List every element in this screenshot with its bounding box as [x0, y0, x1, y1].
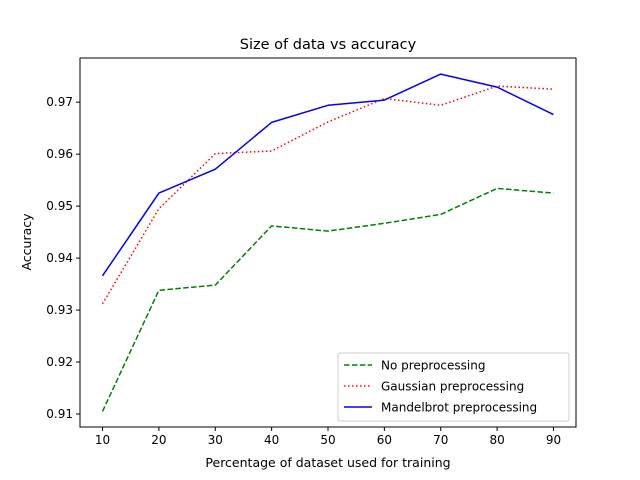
y-tick-label: 0.91: [46, 407, 73, 421]
x-tick-label: 30: [208, 433, 223, 447]
series-layer: [101, 73, 554, 412]
x-tick-label: 50: [320, 433, 335, 447]
x-tick-label: 40: [264, 433, 279, 447]
y-axis-label: Accuracy: [19, 213, 34, 271]
y-tick-label: 0.95: [46, 199, 73, 213]
series-line-gaussian-preprocessing: [101, 85, 554, 305]
ticks-layer: 10 20 30 40 50 60 70 80 90 0.91 0.92 0.93 0.94 0.95 0.…: [46, 95, 561, 447]
plot-frame: [79, 57, 577, 428]
y-tick-label: 0.92: [46, 355, 73, 369]
series-line-mandelbrot-preprocessing: [101, 73, 554, 277]
x-tick-label: 70: [433, 433, 448, 447]
legend: No preprocessing Gaussian preprocessing Ma…: [337, 352, 570, 422]
legend-label: No preprocessing: [381, 359, 485, 373]
legend-label: Mandelbrot preprocessing: [381, 401, 537, 415]
x-tick-label: 20: [151, 433, 166, 447]
x-tick-label: 80: [489, 433, 504, 447]
x-axis-label: Percentage of dataset used for training: [205, 455, 450, 470]
y-tick-label: 0.97: [46, 95, 73, 109]
x-tick-label: 60: [377, 433, 392, 447]
y-tick-label: 0.94: [46, 251, 73, 265]
series-line-no-preprocessing: [101, 187, 554, 412]
legend-box: [337, 352, 570, 422]
legend-label: Gaussian preprocessing: [381, 380, 524, 394]
y-tick-label: 0.93: [46, 303, 73, 317]
x-tick-label: 90: [546, 433, 561, 447]
x-tick-label: 10: [95, 433, 110, 447]
chart-title: Size of data vs accuracy: [240, 37, 417, 53]
y-tick-label: 0.96: [46, 147, 73, 161]
